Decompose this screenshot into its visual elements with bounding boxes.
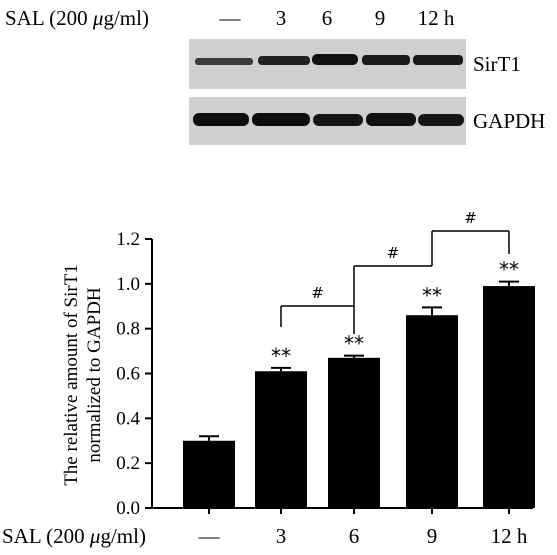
x-tick-label: 9 [427,524,438,548]
x-tick-label: 6 [349,524,360,548]
significance-label: ** [422,283,442,307]
bar [406,315,458,508]
y-tick-label: 1.0 [116,274,140,295]
sirt1-band [413,55,463,65]
y-axis-label-line1: The relative amount of SirT1 [61,264,82,486]
gapdh-band [313,114,363,126]
x-tick-label: — [198,524,221,548]
bracket-label: # [311,284,324,302]
significance-label: ** [271,344,291,368]
sirt1-band [195,58,253,65]
sirt1-band [362,55,410,65]
gapdh-band [193,113,249,126]
comparison-bracket: # [431,209,510,266]
sirt1-label: SirT1 [473,52,521,76]
y-tick-label: 0.2 [116,453,140,474]
gapdh-band [418,114,464,126]
comparison-bracket: # [280,284,355,334]
bar-chart: 0.0 0.2 0.4 0.6 0.8 1.0 1.2 ** ** ** ** # # # — 3 6 9 1… [116,209,535,548]
y-axis-label: The relative amount of SirT1 normalized … [61,264,105,486]
sirt1-band [312,54,358,65]
x-axis-label: SAL (200 μg/ml) [2,524,146,548]
blot-lane-label: — [219,6,242,30]
blot-lane-label: 6 [322,6,333,30]
x-tick-label: 12 h [491,524,528,548]
blot-row-label: SAL (200 μg/ml) [5,6,149,30]
comparison-brackets: # # # [280,209,510,334]
blot-lane-labels: — 3 6 9 12 h [219,6,455,30]
bars [183,286,535,508]
bar [183,440,235,508]
y-tick-label: 0.8 [116,319,140,340]
comparison-bracket: # [353,244,432,306]
bracket-label: # [387,244,400,262]
bar [328,357,380,508]
blot-lane-label: 9 [375,6,386,30]
error-bars [199,280,519,441]
significance-label: ** [344,332,364,356]
y-axis-label-line2: normalized to GAPDH [84,287,105,462]
gapdh-label: GAPDH [473,109,545,133]
sirt1-band [258,56,310,65]
gapdh-blot [189,97,466,145]
significance-label: ** [499,258,519,282]
gapdh-band [252,113,310,126]
bar [255,371,307,508]
x-tick-label: 3 [276,524,287,548]
y-ticks: 0.0 0.2 0.4 0.6 0.8 1.0 1.2 [116,229,152,519]
blot-lane-label: 3 [276,6,287,30]
bracket-label: # [464,209,477,227]
y-tick-label: 0.4 [116,408,140,429]
y-tick-label: 1.2 [116,229,140,250]
sirt1-blot [189,39,466,89]
blot-lane-label: 12 h [418,6,455,30]
significance-marks: ** ** ** ** [271,258,519,368]
y-tick-label: 0.0 [116,498,140,519]
gapdh-band [366,113,416,126]
x-tick-labels: — 3 6 9 12 h [198,508,528,548]
bar [483,286,535,508]
y-tick-label: 0.6 [116,364,140,385]
